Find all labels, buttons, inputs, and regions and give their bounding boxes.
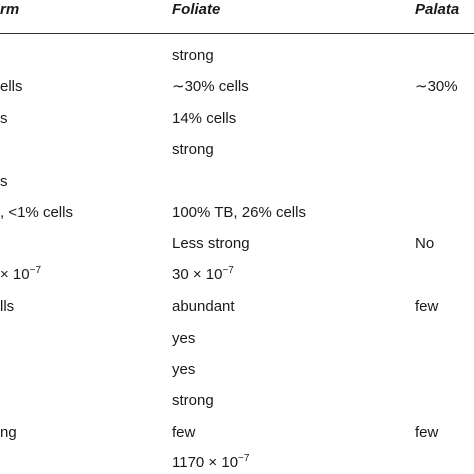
- cell-text: ells: [0, 78, 23, 96]
- table-cell: ng: [0, 424, 17, 442]
- table-cell: strong: [172, 47, 214, 65]
- cell-text: Less strong: [172, 235, 250, 253]
- cell-text: ∼30% cells: [172, 78, 249, 96]
- table-cell: 14% cells: [172, 110, 236, 128]
- cell-text: , <1% cells: [0, 204, 73, 221]
- cell-text: strong: [172, 392, 214, 410]
- table-cell: s: [0, 110, 8, 128]
- header-rule: [0, 33, 474, 34]
- table-cell: yes: [172, 330, 195, 348]
- column-header: Palata: [415, 1, 460, 18]
- table-cell: yes: [172, 361, 195, 379]
- table-cell: ells: [0, 78, 23, 96]
- table-cell: 100% TB, 26% cells: [172, 204, 306, 222]
- exponent: −7: [29, 264, 42, 276]
- cell-text: ng: [0, 423, 17, 441]
- table-cell: abundant: [172, 298, 235, 316]
- table-cell: few: [172, 424, 195, 442]
- table-cell: , <1% cells: [0, 204, 73, 222]
- exponent: −7: [238, 453, 250, 465]
- table-cell: No: [415, 235, 434, 253]
- table-cell: strong: [172, 392, 214, 410]
- table-cell: lls: [0, 298, 14, 316]
- cell-text: lls: [0, 298, 15, 316]
- table-cell: ∼30%: [415, 78, 458, 96]
- exponent: −7: [222, 264, 234, 276]
- cell-text: s: [0, 172, 8, 190]
- table-cell: ∼30% cells: [172, 78, 249, 96]
- table-cell: few: [415, 424, 438, 442]
- cell-text: abundant: [172, 298, 235, 316]
- cell-text: No: [415, 235, 435, 253]
- cell-text: s: [0, 109, 8, 127]
- cell-text: 100% TB, 26% cells: [172, 204, 306, 221]
- cell-text: 14% cells: [172, 109, 237, 127]
- table-cell: × 10−7: [0, 264, 42, 286]
- column-header: Foliate: [172, 1, 221, 18]
- cell-text: few: [172, 423, 196, 441]
- cell-text: yes: [172, 361, 196, 378]
- cell-text: × 10: [0, 265, 30, 283]
- cell-text: 30 × 10: [172, 265, 223, 283]
- table-cell: 30 × 10−7: [172, 264, 234, 286]
- table-cell: s: [0, 173, 8, 191]
- table-cell: 1170 × 10−7: [172, 453, 250, 474]
- cell-text: 1170 × 10: [172, 454, 239, 472]
- cell-text: yes: [172, 329, 196, 347]
- cell-text: few: [415, 423, 439, 441]
- table-cell: Less strong: [172, 235, 250, 253]
- cell-text: strong: [172, 47, 214, 64]
- table-cell: few: [415, 298, 438, 316]
- cell-text: ∼30%: [415, 78, 458, 96]
- table-cell: strong: [172, 141, 214, 159]
- column-header: rm: [0, 1, 20, 18]
- cell-text: strong: [172, 141, 214, 159]
- cell-text: few: [415, 298, 439, 316]
